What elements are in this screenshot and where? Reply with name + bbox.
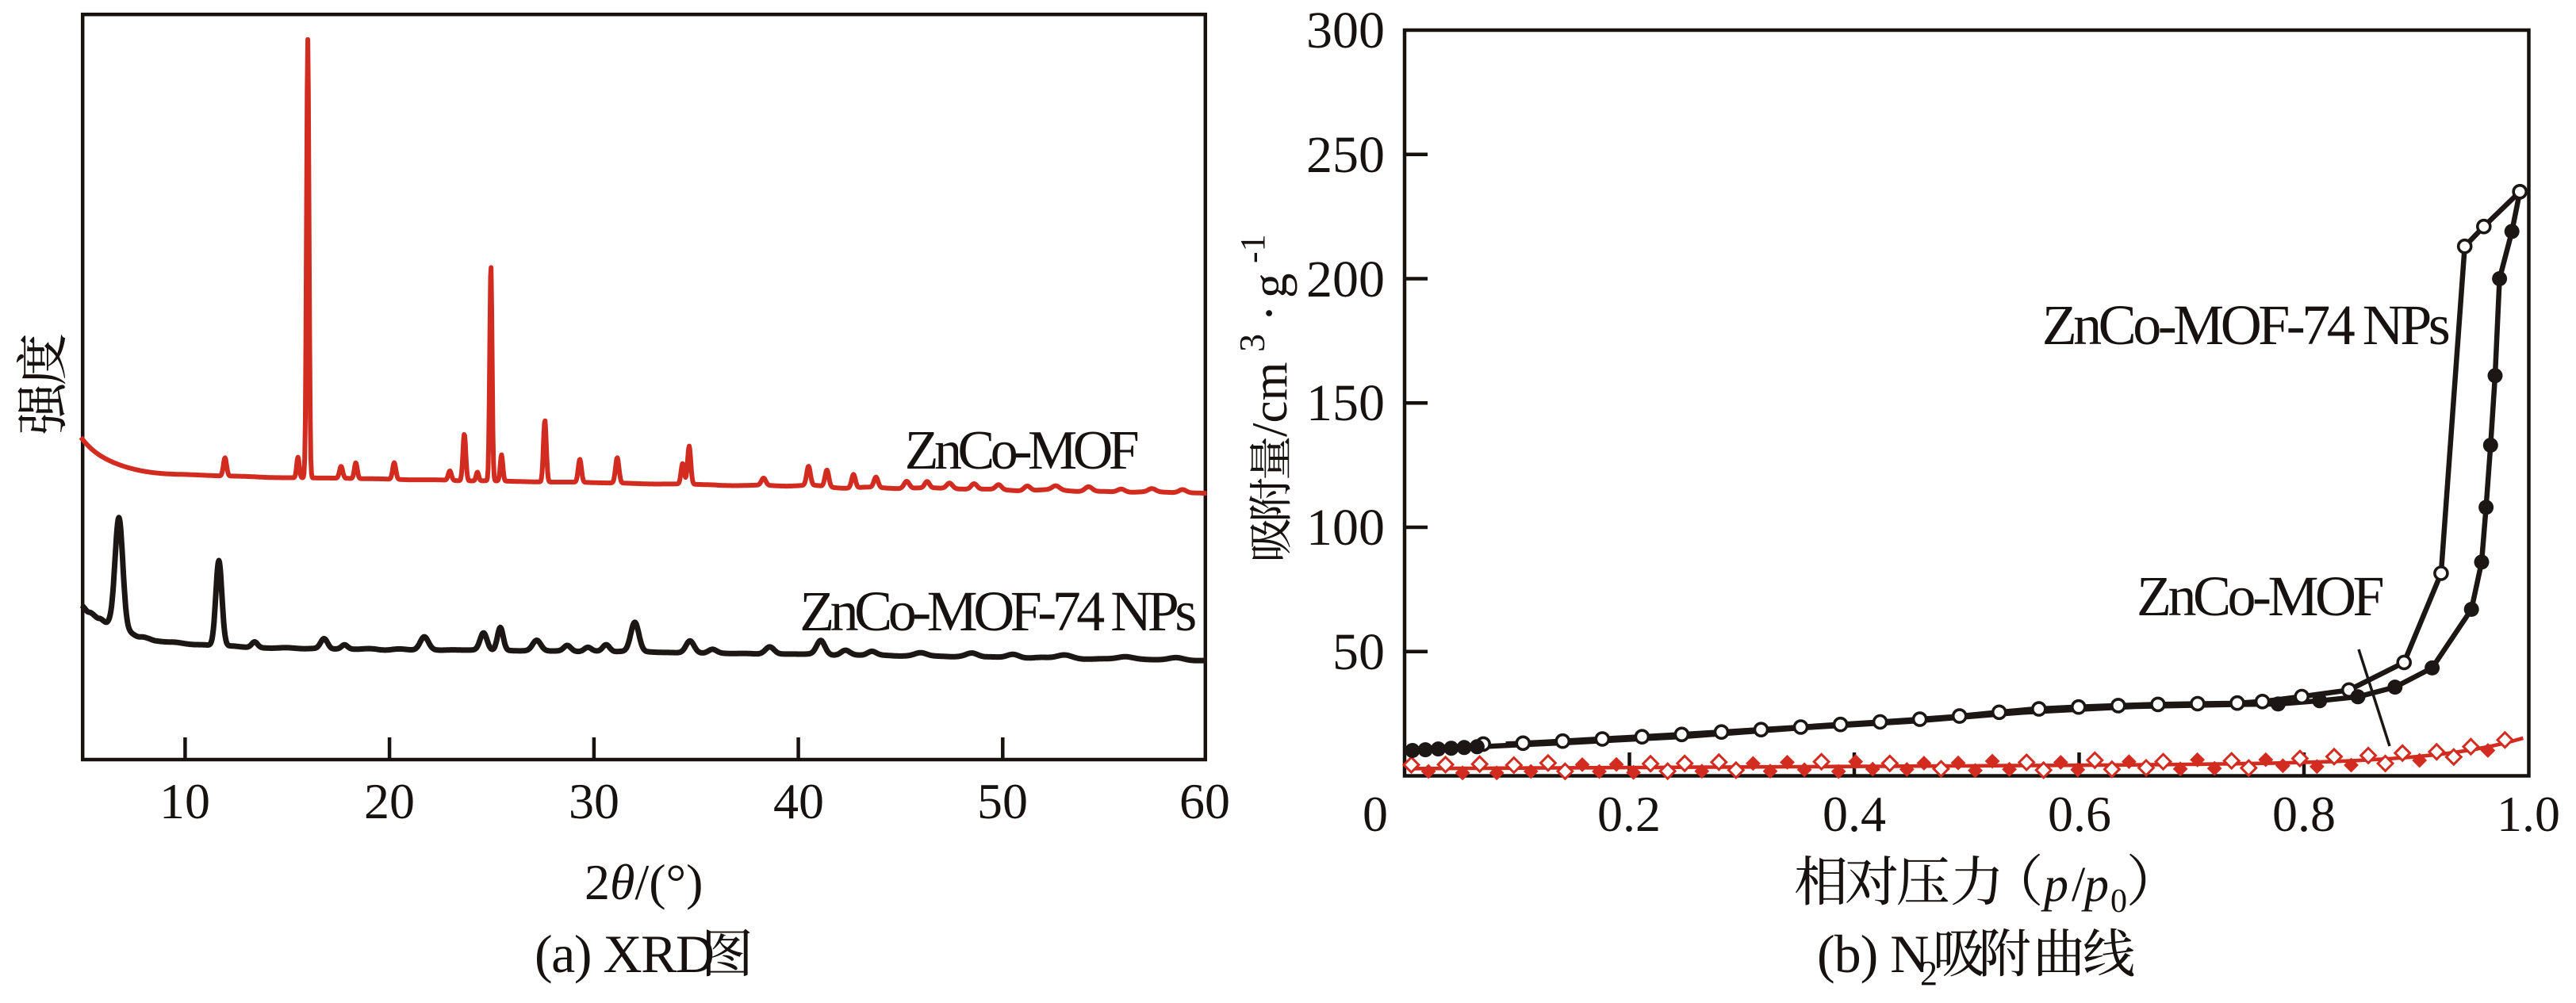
svg-text:0.8: 0.8 <box>2272 786 2336 842</box>
svg-text:p: p <box>2081 858 2109 912</box>
svg-text:50: 50 <box>977 773 1028 829</box>
svg-text:/cm: /cm <box>1242 362 1298 437</box>
svg-text:20: 20 <box>364 773 415 829</box>
svg-text:ZnCo-MOF: ZnCo-MOF <box>2137 565 2382 628</box>
svg-text:0.2: 0.2 <box>1597 786 1661 842</box>
svg-text:150: 150 <box>1306 374 1385 432</box>
svg-text:250: 250 <box>1306 126 1385 184</box>
svg-text:40: 40 <box>773 773 824 829</box>
svg-text:(b) N: (b) N <box>1817 924 1928 984</box>
svg-text:(a) XRD: (a) XRD <box>535 924 714 984</box>
svg-text:/: / <box>2072 858 2086 912</box>
svg-text:ZnCo-MOF-74 NPs: ZnCo-MOF-74 NPs <box>799 580 1195 643</box>
svg-text:3: 3 <box>1232 334 1272 352</box>
svg-text:50: 50 <box>1332 623 1385 681</box>
svg-text:g: g <box>1242 274 1298 299</box>
svg-text:30: 30 <box>569 773 619 829</box>
svg-text:0: 0 <box>2110 883 2127 920</box>
svg-text:100: 100 <box>1306 499 1385 557</box>
svg-text:2θ/(°): 2θ/(°) <box>585 854 703 910</box>
svg-text:0: 0 <box>1363 786 1388 842</box>
svg-text:-1: -1 <box>1233 234 1272 263</box>
svg-text:·: · <box>1240 304 1298 322</box>
svg-text:60: 60 <box>1179 773 1230 829</box>
svg-text:0.4: 0.4 <box>1823 786 1886 842</box>
svg-text:2: 2 <box>1920 954 1938 993</box>
svg-text:300: 300 <box>1306 2 1385 59</box>
svg-text:p: p <box>2041 858 2068 912</box>
svg-text:10: 10 <box>159 773 210 829</box>
svg-text:200: 200 <box>1306 251 1385 308</box>
svg-text:0.6: 0.6 <box>2048 786 2111 842</box>
svg-text:ZnCo-MOF-74 NPs: ZnCo-MOF-74 NPs <box>2042 293 2449 357</box>
svg-text:1.0: 1.0 <box>2497 786 2560 842</box>
svg-text:ZnCo-MOF: ZnCo-MOF <box>905 420 1138 481</box>
